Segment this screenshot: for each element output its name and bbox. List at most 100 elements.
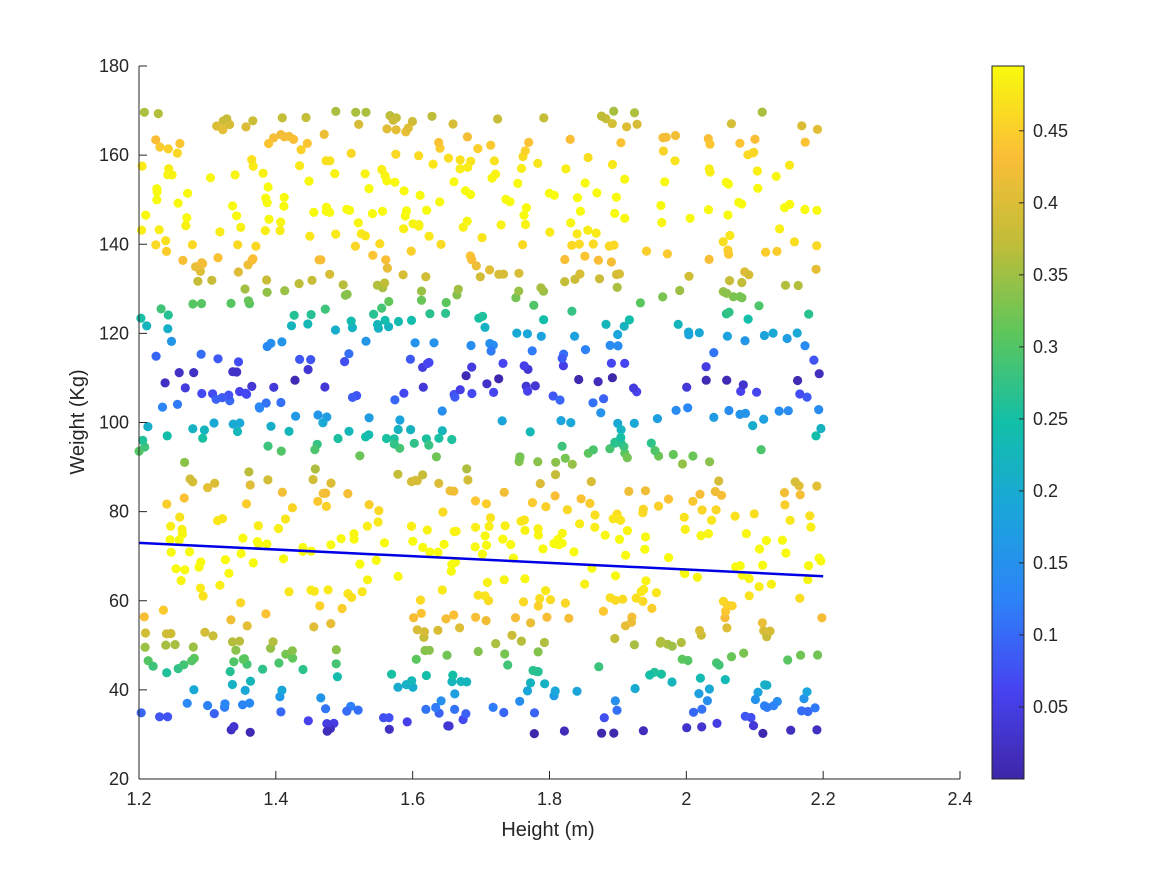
data-point [209, 418, 219, 428]
data-point [422, 358, 432, 369]
data-point [203, 483, 213, 493]
data-point [276, 217, 286, 227]
data-point [607, 159, 618, 170]
data-point [431, 702, 441, 713]
data-point [368, 250, 378, 260]
data-point [238, 700, 248, 710]
data-point [538, 544, 548, 554]
data-point [800, 204, 810, 215]
data-point [233, 267, 243, 277]
data-point [541, 586, 551, 596]
data-point [753, 183, 763, 193]
data-point [331, 659, 341, 669]
data-point [803, 575, 813, 585]
data-point [758, 728, 768, 739]
data-point [683, 403, 693, 413]
data-point [258, 168, 268, 178]
data-point [609, 240, 619, 250]
data-point [346, 148, 356, 158]
data-point [380, 315, 390, 325]
data-point [470, 496, 481, 506]
data-point [242, 621, 252, 631]
data-point [503, 660, 513, 670]
data-point [228, 201, 238, 211]
data-point [435, 197, 445, 207]
data-point [640, 532, 651, 542]
data-point [473, 144, 483, 154]
data-point [489, 387, 499, 397]
data-point [390, 395, 400, 405]
data-point [618, 594, 628, 604]
data-point [695, 673, 706, 683]
data-point [741, 529, 751, 539]
data-point [333, 433, 343, 444]
data-point [461, 371, 471, 381]
data-point [384, 724, 394, 734]
data-point [466, 340, 476, 351]
data-point [336, 534, 346, 544]
data-point [466, 189, 476, 200]
data-point [187, 240, 197, 250]
data-point [228, 367, 238, 377]
data-point [161, 640, 171, 650]
data-point [450, 704, 460, 715]
data-point [349, 529, 359, 539]
data-point [148, 661, 158, 671]
data-point [269, 382, 279, 392]
data-point [697, 704, 707, 714]
data-point [529, 729, 539, 739]
data-point [814, 405, 824, 415]
data-point [343, 489, 353, 499]
data-point [364, 430, 374, 440]
data-point [614, 534, 625, 545]
data-point [189, 685, 199, 695]
data-point [301, 112, 311, 123]
data-point [290, 375, 300, 385]
data-point [606, 358, 617, 368]
data-point [163, 144, 173, 154]
data-point [737, 293, 747, 303]
data-point [174, 535, 184, 545]
data-point [364, 500, 374, 510]
data-point [140, 642, 150, 652]
data-point [638, 726, 649, 736]
data-point [241, 388, 251, 398]
data-point [594, 274, 605, 284]
data-point [434, 478, 444, 488]
data-point [351, 107, 361, 117]
data-point [529, 708, 540, 718]
data-point [165, 535, 175, 545]
data-point [622, 526, 633, 536]
data-point [610, 595, 621, 605]
data-point [722, 600, 733, 610]
data-point [500, 649, 510, 659]
data-point [229, 657, 239, 667]
data-point [752, 387, 762, 397]
data-point [782, 333, 792, 344]
data-point [406, 425, 416, 435]
data-point [714, 476, 724, 486]
data-point [303, 716, 313, 726]
data-point [197, 258, 207, 268]
data-point [664, 553, 674, 563]
data-point [535, 479, 545, 489]
data-point [624, 315, 635, 325]
data-point [619, 321, 629, 331]
data-point [362, 521, 372, 531]
data-point [682, 723, 692, 733]
data-point [369, 309, 379, 319]
data-point [593, 255, 604, 265]
data-point [306, 310, 316, 320]
data-point [278, 554, 289, 564]
data-point [498, 358, 508, 368]
data-point [809, 355, 819, 365]
data-point [136, 313, 146, 323]
data-point [187, 656, 197, 666]
data-point [688, 496, 698, 506]
data-point [425, 309, 435, 319]
data-point [723, 210, 733, 220]
data-point [527, 346, 537, 356]
data-point [461, 709, 471, 719]
data-point [361, 336, 371, 346]
colorbar-tick-label: 0.4 [1033, 193, 1058, 213]
